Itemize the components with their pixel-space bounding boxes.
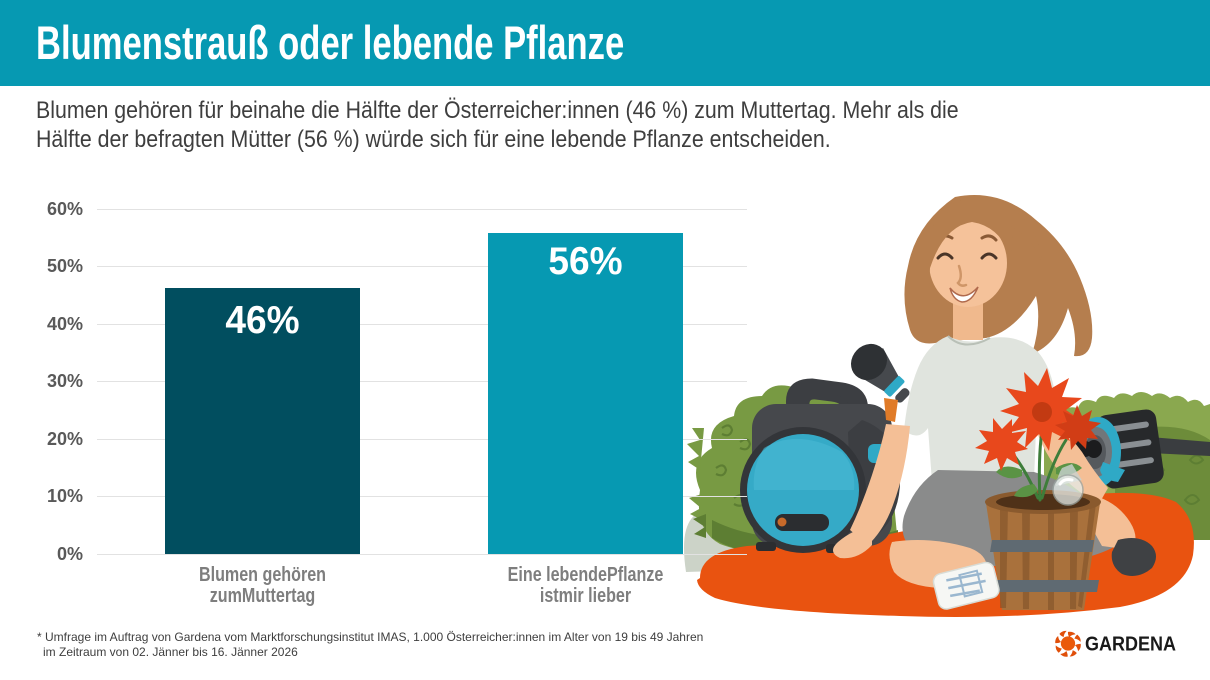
svg-text:GARDENA: GARDENA xyxy=(1085,634,1176,656)
